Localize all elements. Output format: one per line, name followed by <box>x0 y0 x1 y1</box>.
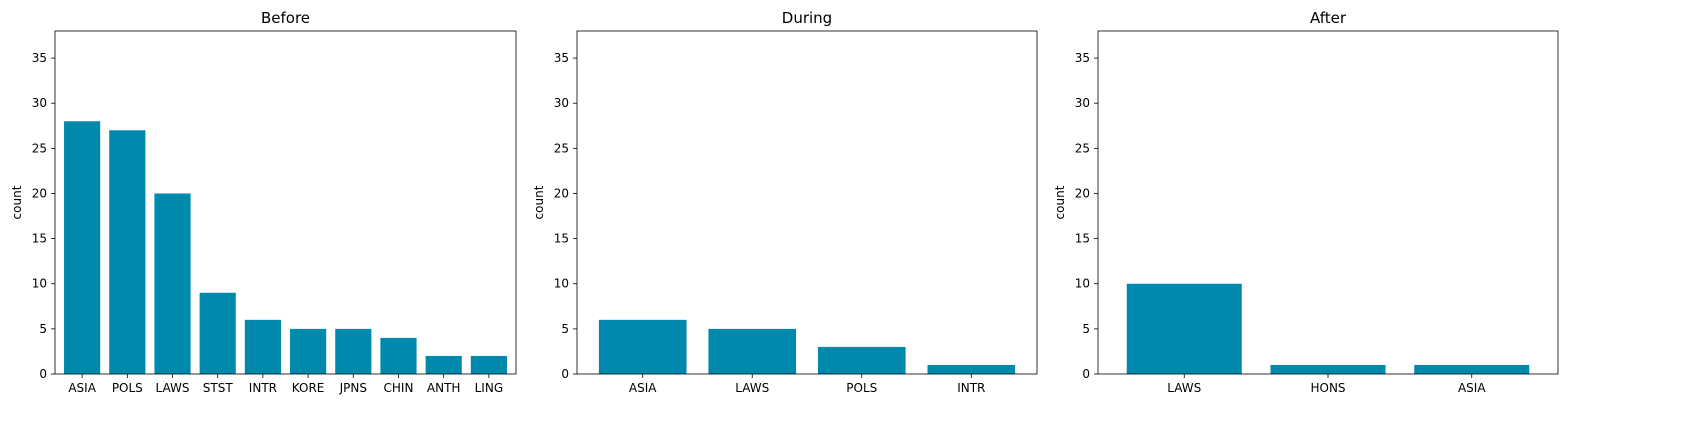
y-tick-label: 35 <box>32 51 47 65</box>
chart-panel-during: ASIA LAWS POLS INTR 0 5 10 15 20 25 30 35 During coun… <box>532 9 1038 395</box>
y-tick-label: 20 <box>32 186 47 200</box>
y-axis-label: count <box>532 185 546 219</box>
bar-laws <box>1126 283 1242 374</box>
bar-hons <box>1270 364 1386 374</box>
x-tick-label: CHIN <box>384 381 414 395</box>
x-tick-label: INTR <box>957 381 985 395</box>
bar-kore <box>290 328 327 374</box>
y-tick-label: 30 <box>1075 96 1090 110</box>
chart-panel-after: LAWS HONS ASIA 0 5 10 15 20 25 30 35 After count <box>1053 9 1559 395</box>
bar-pols <box>817 346 906 374</box>
y-tick-label: 5 <box>1082 322 1090 336</box>
y-tick-label: 25 <box>32 141 47 155</box>
bar-laws <box>708 328 797 374</box>
bar-intr <box>244 319 281 374</box>
y-tick-label: 0 <box>1082 367 1090 381</box>
chart-title: Before <box>261 9 310 27</box>
bar-chin <box>380 337 417 374</box>
y-axis-label: count <box>10 185 24 219</box>
bar-intr <box>927 364 1016 374</box>
y-tick-label: 20 <box>554 186 569 200</box>
y-tick-label: 5 <box>561 322 569 336</box>
y-tick-label: 30 <box>32 96 47 110</box>
x-tick-label: HONS <box>1310 381 1345 395</box>
bar-pols <box>109 130 146 374</box>
chart-panel-before: ASIA POLS LAWS STST INTR KORE JPNS CHIN ANTH LING… <box>10 9 517 395</box>
y-tick-label: 15 <box>32 232 47 246</box>
y-tick-label: 25 <box>1075 141 1090 155</box>
x-tick-label: LAWS <box>735 381 769 395</box>
y-axis-label: count <box>1053 185 1067 219</box>
axes-frame <box>576 30 1038 375</box>
x-tick-label: STST <box>203 381 234 395</box>
y-tick-label: 10 <box>554 277 569 291</box>
x-tick-label: LING <box>475 381 504 395</box>
axes-frame <box>1097 30 1559 375</box>
x-tick-label: KORE <box>292 381 325 395</box>
y-tick-label: 15 <box>1075 232 1090 246</box>
y-tick-label: 5 <box>39 322 47 336</box>
chart-title: During <box>782 9 832 27</box>
bar-asia <box>598 319 687 374</box>
y-tick-label: 0 <box>39 367 47 381</box>
y-tick-label: 15 <box>554 232 569 246</box>
bar-stst <box>199 292 236 374</box>
y-tick-label: 10 <box>1075 277 1090 291</box>
x-tick-label: LAWS <box>1167 381 1201 395</box>
chart-title: After <box>1310 9 1347 27</box>
bar-anth <box>425 355 462 374</box>
bar-asia <box>1414 364 1530 374</box>
y-tick-label: 0 <box>561 367 569 381</box>
axes-frame <box>54 30 517 375</box>
y-tick-label: 25 <box>554 141 569 155</box>
x-tick-label: ASIA <box>68 381 96 395</box>
x-tick-label: LAWS <box>156 381 190 395</box>
y-tick-label: 20 <box>1075 186 1090 200</box>
x-tick-label: POLS <box>846 381 877 395</box>
x-tick-label: JPNS <box>339 381 367 395</box>
y-tick-label: 30 <box>554 96 569 110</box>
bar-ling <box>470 355 507 374</box>
y-tick-label: 35 <box>554 51 569 65</box>
x-tick-label: ASIA <box>1458 381 1486 395</box>
x-tick-label: INTR <box>249 381 277 395</box>
x-tick-label: ANTH <box>427 381 461 395</box>
bar-asia <box>64 121 101 374</box>
bar-laws <box>154 193 191 374</box>
y-tick-label: 10 <box>32 277 47 291</box>
x-tick-label: POLS <box>112 381 143 395</box>
y-tick-label: 35 <box>1075 51 1090 65</box>
x-tick-label: ASIA <box>629 381 657 395</box>
bar-jpns <box>335 328 372 374</box>
